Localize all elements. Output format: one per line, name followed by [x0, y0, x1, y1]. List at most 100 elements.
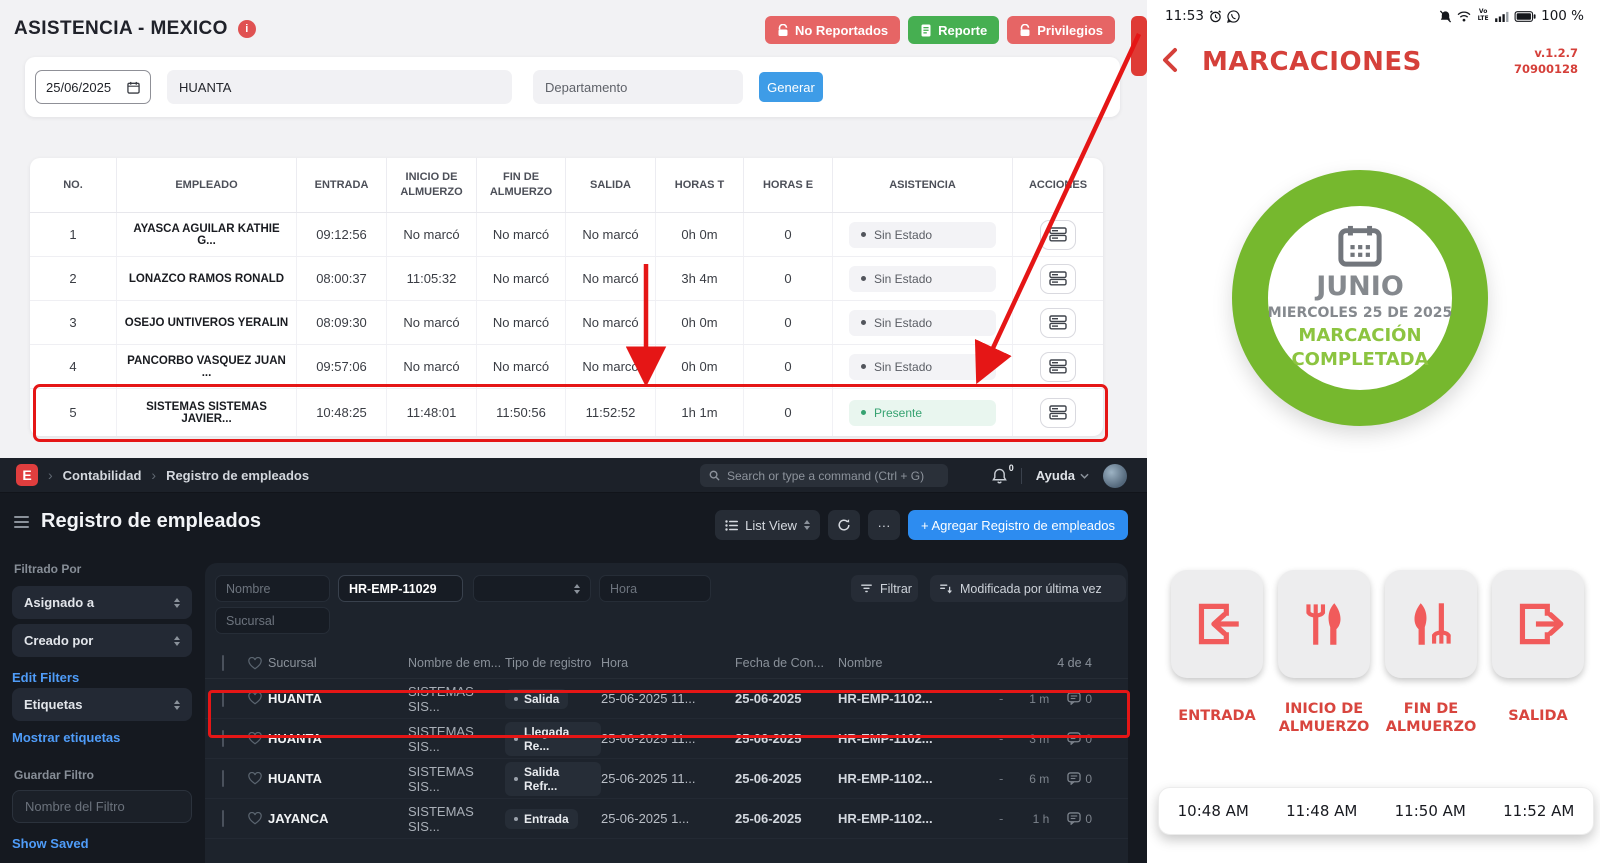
- status-dot-icon: [861, 410, 866, 415]
- more-menu-button[interactable]: ···: [867, 510, 900, 540]
- table-row-highlighted[interactable]: 5 SISTEMAS SISTEMAS JAVIER... 10:48:25 1…: [30, 389, 1103, 436]
- reporte-button[interactable]: Reporte: [908, 16, 1000, 44]
- help-label: Ayuda: [1035, 468, 1075, 483]
- cell-hora: 25-06-2025 11...: [601, 731, 696, 746]
- edit-filters-link[interactable]: Edit Filters: [12, 670, 80, 685]
- created-by-select[interactable]: Creado por: [12, 624, 192, 657]
- calendar-icon: [1337, 224, 1383, 268]
- cell-fin: No marcó: [477, 257, 566, 300]
- comment-count[interactable]: 0: [1067, 812, 1092, 826]
- comment-count[interactable]: 0: [1067, 732, 1092, 746]
- heart-icon[interactable]: [248, 656, 268, 670]
- row-actions-button[interactable]: [1040, 219, 1076, 250]
- add-record-button[interactable]: + Agregar Registro de empleados: [907, 510, 1128, 540]
- back-button[interactable]: [1159, 47, 1181, 73]
- table-row[interactable]: 2 LONAZCO RAMOS RONALD 08:00:37 11:05:32…: [30, 257, 1103, 301]
- filtrar-button[interactable]: Filtrar: [851, 575, 918, 602]
- sort-order-button[interactable]: Modificada por última vez: [930, 575, 1126, 602]
- inicio-almuerzo-label: INICIO DE ALMUERZO: [1278, 701, 1370, 736]
- cell-horas-e: 0: [744, 389, 833, 436]
- erp-logo[interactable]: E: [16, 464, 38, 486]
- table-row[interactable]: 1 AYASCA AGUILAR KATHIE G... 09:12:56 No…: [30, 213, 1103, 257]
- global-search-input[interactable]: Search or type a command (Ctrl + G): [700, 464, 948, 487]
- employee-filter-input[interactable]: HR-EMP-11029: [338, 575, 463, 602]
- tags-select[interactable]: Etiquetas: [12, 688, 192, 721]
- sidebar-toggle-icon[interactable]: [14, 515, 29, 528]
- cell-fin: No marcó: [477, 301, 566, 344]
- col-header-hora[interactable]: Hora: [601, 656, 629, 670]
- col-header-fecha[interactable]: Fecha de Con...: [735, 656, 824, 670]
- avatar[interactable]: [1103, 463, 1127, 488]
- generar-button[interactable]: Generar: [759, 72, 823, 102]
- col-header-empleado[interactable]: Nombre de em...: [408, 656, 502, 670]
- date-input[interactable]: 25/06/2025: [35, 70, 151, 104]
- sort-icon: [940, 583, 952, 594]
- assigned-to-select[interactable]: Asignado a: [12, 586, 192, 619]
- table-row[interactable]: 3 OSEJO UNTIVEROS YERALIN 08:09:30 No ma…: [30, 301, 1103, 345]
- breadcrumb-contabilidad[interactable]: Contabilidad: [62, 467, 142, 483]
- heart-icon[interactable]: [248, 692, 268, 705]
- comment-count[interactable]: 0: [1067, 692, 1092, 706]
- row-actions-button[interactable]: [1040, 263, 1076, 294]
- sede-input[interactable]: HUANTA: [167, 70, 512, 104]
- cell-assignee: -: [998, 771, 1004, 786]
- select-all-checkbox[interactable]: [222, 655, 224, 671]
- fork-knife-icon: [1306, 603, 1341, 645]
- tipo-registro-filter-select[interactable]: [473, 575, 591, 602]
- notifications-bell-icon[interactable]: 0: [991, 463, 1014, 484]
- hora-filter-input[interactable]: Hora: [599, 575, 711, 602]
- cell-assignee: -: [998, 811, 1004, 826]
- navbar-right: 0 Ayuda: [991, 458, 1127, 493]
- erp-navbar: E › Contabilidad › Registro de empleados…: [0, 458, 1147, 493]
- privilegios-button[interactable]: Privilegios: [1007, 16, 1115, 44]
- row-actions-button[interactable]: [1040, 397, 1076, 428]
- salida-button[interactable]: [1492, 570, 1584, 678]
- cell-fecha: 25-06-2025: [735, 731, 802, 746]
- heart-icon[interactable]: [248, 732, 268, 745]
- cell-salida: No marcó: [566, 213, 656, 256]
- departamento-placeholder: Departamento: [545, 79, 628, 95]
- refresh-button[interactable]: [827, 510, 860, 540]
- inicio-almuerzo-button[interactable]: [1278, 570, 1370, 678]
- page-title: ASISTENCIA - MEXICO: [14, 18, 228, 39]
- list-item-highlighted[interactable]: HUANTA SISTEMAS SIS... Salida 25-06-2025…: [205, 679, 1128, 719]
- sucursal-filter-input[interactable]: Sucursal: [215, 607, 330, 634]
- cell-entrada: 10:48:25: [297, 389, 387, 436]
- show-saved-link[interactable]: Show Saved: [12, 836, 89, 851]
- row-actions-button[interactable]: [1040, 351, 1076, 382]
- departamento-input[interactable]: Departamento: [533, 70, 743, 104]
- lock-icon: [1019, 23, 1031, 37]
- cell-modified-ago: 1 h: [1032, 811, 1050, 826]
- help-menu[interactable]: Ayuda: [1036, 468, 1089, 483]
- table-row[interactable]: 4 PANCORBO VASQUEZ JUAN ... 09:57:06 No …: [30, 345, 1103, 389]
- badge-date: MIERCOLES 25 DE 2025: [1267, 304, 1453, 321]
- heart-icon[interactable]: [248, 772, 268, 785]
- col-header-sucursal[interactable]: Sucursal: [268, 656, 317, 670]
- list-item[interactable]: HUANTA SISTEMAS SIS... Salida Refr... 25…: [205, 759, 1128, 799]
- fin-almuerzo-button[interactable]: [1385, 570, 1477, 678]
- nombre-filter-input[interactable]: Nombre: [215, 575, 330, 602]
- comment-count[interactable]: 0: [1067, 772, 1092, 786]
- filter-name-input[interactable]: Nombre del Filtro: [12, 790, 192, 823]
- col-header-nombre[interactable]: Nombre: [838, 656, 883, 670]
- entrada-button[interactable]: [1171, 570, 1263, 678]
- info-icon[interactable]: i: [237, 20, 256, 38]
- row-actions-button[interactable]: [1040, 307, 1076, 338]
- list-item[interactable]: HUANTA SISTEMAS SIS... Llegada Re... 25-…: [205, 719, 1128, 759]
- comment-icon: [1067, 772, 1081, 785]
- cell-horas-t: 0h 0m: [656, 301, 744, 344]
- heart-icon[interactable]: [248, 812, 268, 825]
- row-checkbox[interactable]: [222, 690, 224, 707]
- col-header-tipo[interactable]: Tipo de registro: [505, 656, 592, 670]
- list-item[interactable]: JAYANCA SISTEMAS SIS... Entrada 25-06-20…: [205, 799, 1128, 839]
- breadcrumb-registro[interactable]: Registro de empleados: [166, 467, 310, 483]
- search-icon: [709, 470, 720, 481]
- row-checkbox[interactable]: [222, 730, 224, 747]
- breadcrumb-separator: ›: [151, 467, 157, 483]
- no-reportados-button[interactable]: No Reportados: [764, 16, 901, 44]
- row-checkbox[interactable]: [222, 770, 224, 787]
- marcacion-status-badge: JUNIO MIERCOLES 25 DE 2025 MARCACIÓN COM…: [1232, 170, 1488, 426]
- list-view-select[interactable]: List View: [715, 510, 820, 540]
- row-checkbox[interactable]: [222, 810, 224, 827]
- show-tags-link[interactable]: Mostrar etiquetas: [12, 730, 121, 745]
